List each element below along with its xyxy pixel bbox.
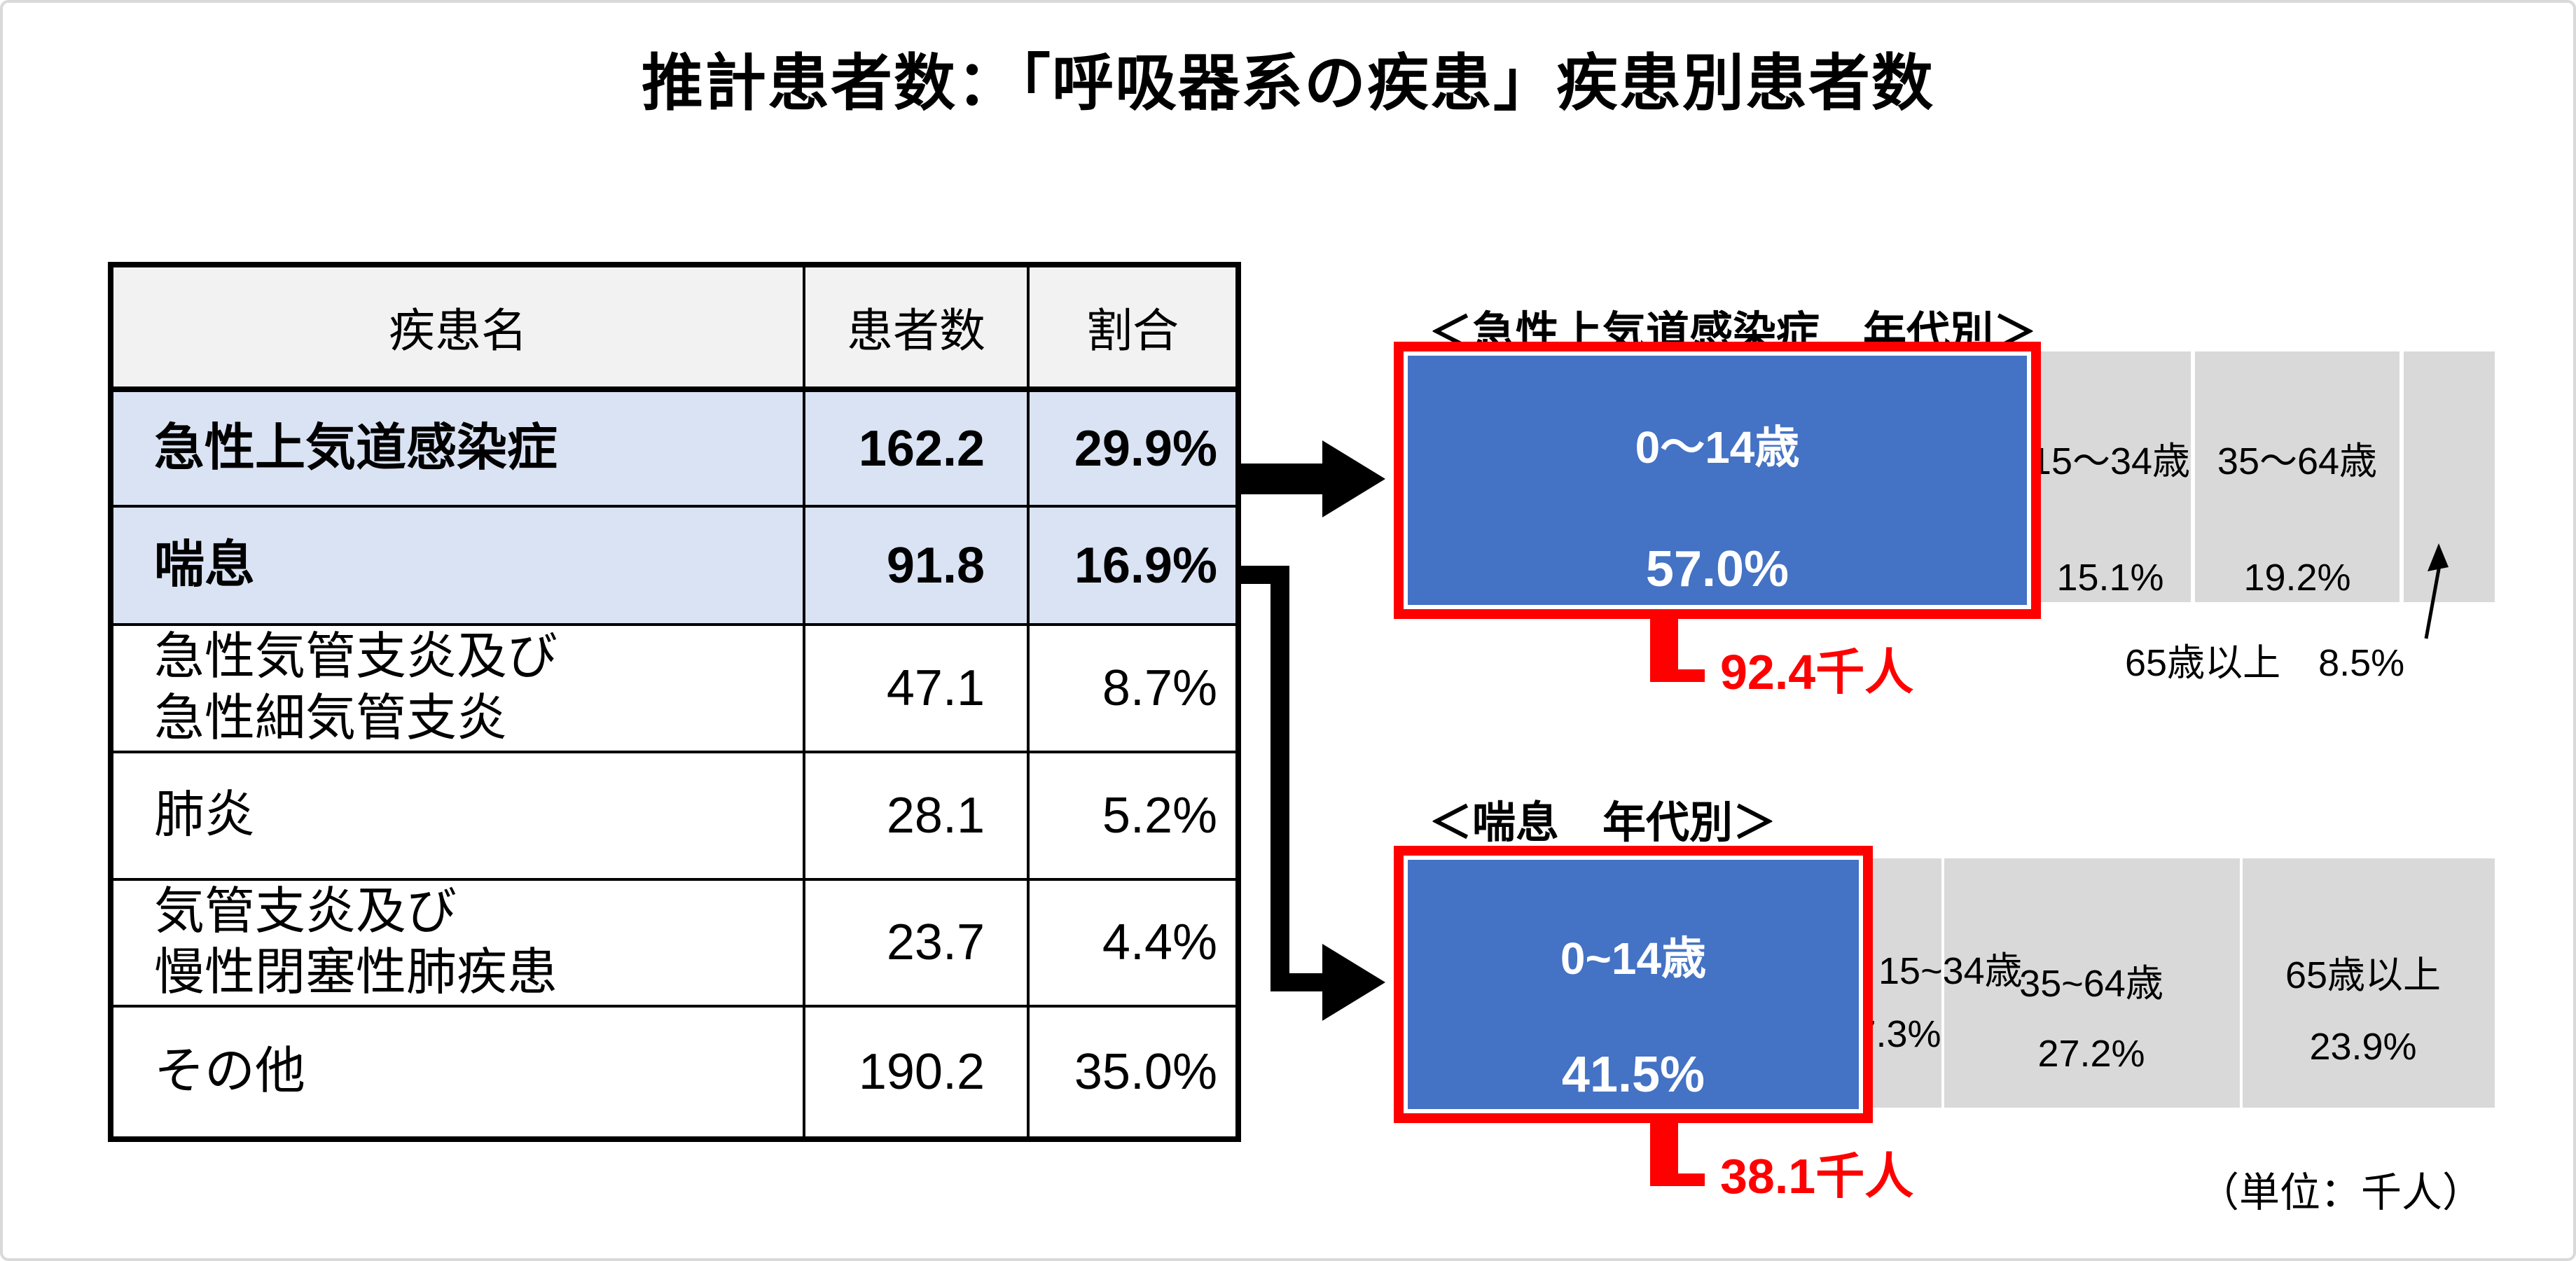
disease-table: 疾患名 患者数 割合 急性上気道感染症 162.2 29.9% 喘息 91.8 … xyxy=(108,262,1241,1143)
bracket-foot xyxy=(1650,1173,1705,1186)
highlight-age-label: 0～14歳 xyxy=(1635,422,1800,473)
disease-name: その他 xyxy=(109,1005,805,1141)
chart1-65plus-label: 65歳以上 8.5% xyxy=(2125,642,2405,684)
segment-label: 65歳以上 xyxy=(2285,954,2442,996)
disease-name: 喘息 xyxy=(109,505,805,626)
segment-label: 35~64歳 xyxy=(2019,963,2163,1005)
segment-label: 15～34歳 xyxy=(2030,440,2191,482)
table-row: 喘息 91.8 16.9% xyxy=(109,505,1240,626)
patient-count: 23.7 xyxy=(803,877,1030,1008)
patient-count: 162.2 xyxy=(803,388,1030,508)
chart1-segment-65plus xyxy=(2404,351,2495,602)
chart1-segment-35-64 xyxy=(2195,351,2400,602)
chart2-callout: 38.1千人 xyxy=(1720,1149,1914,1204)
disease-name: 急性気管支炎及び 急性細気管支炎 xyxy=(109,623,805,753)
disease-name: 肺炎 xyxy=(109,750,805,881)
arrow-shaft xyxy=(1235,464,1324,494)
patient-count: 91.8 xyxy=(803,505,1030,626)
col-header-patients: 患者数 xyxy=(803,263,1030,392)
chart2-title: ＜喘息 年代別＞ xyxy=(1429,799,1777,847)
bracket-foot xyxy=(1650,669,1705,682)
share-value: 16.9% xyxy=(1027,505,1240,626)
highlight-age-label: 0~14歳 xyxy=(1560,933,1707,984)
table-row: その他 190.2 35.0% xyxy=(109,1005,1240,1141)
arrow-head-icon xyxy=(1322,944,1385,1021)
chart2-segment-65plus xyxy=(2243,858,2495,1108)
segment-pct: 19.2% xyxy=(2243,557,2351,599)
table-row: 急性気管支炎及び 急性細気管支炎 47.1 8.7% xyxy=(109,623,1240,753)
chart1-callout: 92.4千人 xyxy=(1720,645,1914,699)
patient-count: 28.1 xyxy=(803,750,1030,881)
arrow-vertical xyxy=(1270,566,1289,991)
segment-pct: 27.2% xyxy=(2037,1033,2145,1075)
segment-pct: 15.1% xyxy=(2056,557,2164,599)
chart2-highlight-fill: 0~14歳 41.5% xyxy=(1408,860,1859,1109)
share-value: 4.4% xyxy=(1027,877,1240,1008)
pointer-arrow-icon xyxy=(2424,543,2449,639)
segment-label: 15~34歳 xyxy=(1878,950,2023,992)
table-header-row: 疾患名 患者数 割合 xyxy=(109,263,1240,392)
highlight-pct-label: 41.5% xyxy=(1561,1047,1705,1103)
arrow-head-icon xyxy=(1322,440,1385,517)
chart1-segment-15-34 xyxy=(2030,351,2191,602)
table-row: 気管支炎及び 慢性閉塞性肺疾患 23.7 4.4% xyxy=(109,877,1240,1008)
segment-label: 35～64歳 xyxy=(2217,440,2378,482)
patient-count: 47.1 xyxy=(803,623,1030,753)
share-value: 8.7% xyxy=(1027,623,1240,753)
patient-count: 190.2 xyxy=(803,1005,1030,1141)
disease-name: 気管支炎及び 慢性閉塞性肺疾患 xyxy=(109,877,805,1008)
page-title: 推計患者数：「呼吸器系の疾患」疾患別患者数 xyxy=(641,48,1934,118)
unit-note: （単位：千人） xyxy=(2198,1170,2484,1215)
chart2-segment-15-34 xyxy=(1862,858,1941,1108)
highlight-pct-label: 57.0% xyxy=(1645,541,1789,597)
disease-name: 急性上気道感染症 xyxy=(109,388,805,508)
table-row: 肺炎 28.1 5.2% xyxy=(109,750,1240,881)
chart2-segment-35-64 xyxy=(1944,858,2240,1108)
table-row: 急性上気道感染症 162.2 29.9% xyxy=(109,388,1240,508)
col-header-share: 割合 xyxy=(1027,263,1240,392)
chart2-highlight-box: 0~14歳 41.5% xyxy=(1394,846,1873,1123)
col-header-disease: 疾患名 xyxy=(109,263,805,392)
share-value: 35.0% xyxy=(1027,1005,1240,1141)
segment-pct: 23.9% xyxy=(2309,1026,2417,1068)
chart1-highlight-fill: 0～14歳 57.0% xyxy=(1408,356,2027,605)
arrow-bottom-shaft xyxy=(1270,973,1325,991)
share-value: 29.9% xyxy=(1027,388,1240,508)
chart1-highlight-box: 0～14歳 57.0% xyxy=(1394,342,2041,619)
share-value: 5.2% xyxy=(1027,750,1240,881)
